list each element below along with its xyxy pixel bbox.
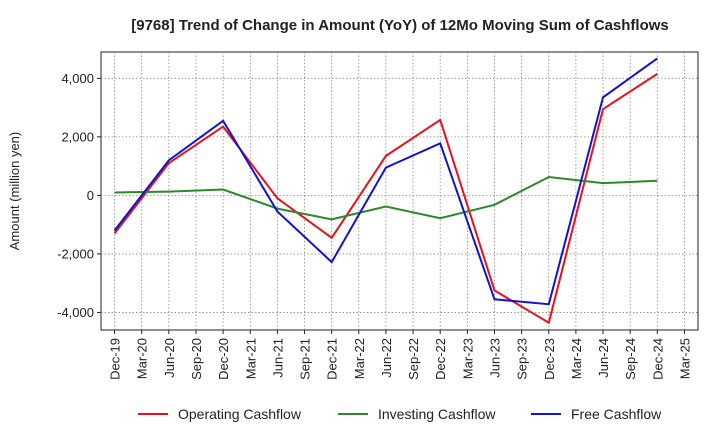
x-tick-label: Mar-20 [135, 338, 150, 379]
x-tick-label: Dec-20 [216, 338, 231, 380]
x-tick-label: Mar-25 [677, 338, 692, 379]
x-tick-label: Jun-23 [487, 338, 502, 378]
legend-label: Investing Cashflow [378, 406, 496, 422]
x-tick-label: Mar-24 [569, 338, 584, 379]
y-tick-label: -4,000 [57, 305, 94, 320]
x-tick-label: Sep-23 [515, 338, 530, 380]
x-tick-label: Dec-23 [542, 338, 557, 380]
x-tick-label: Sep-22 [406, 338, 421, 380]
x-tick-label: Mar-21 [243, 338, 258, 379]
x-tick-label: Mar-23 [460, 338, 475, 379]
x-axis-ticks: Dec-19 Mar-20 Jun-20 Sep-20 Dec-20 Mar-21 Jun-… [108, 330, 692, 380]
chart-title: [9768] Trend of Change in Amount (YoY) o… [131, 17, 669, 34]
legend-item: Free Cashflow [531, 406, 662, 422]
x-tick-label: Dec-21 [325, 338, 340, 380]
y-tick-label: 0 [87, 188, 94, 203]
x-tick-label: Jun-20 [162, 338, 177, 378]
y-axis-label: Amount (million yen) [7, 132, 22, 251]
x-tick-label: Dec-24 [650, 338, 665, 380]
y-tick-label: -2,000 [57, 246, 94, 261]
series-lines [113, 57, 658, 325]
x-tick-label: Sep-21 [298, 338, 313, 380]
x-tick-label: Jun-24 [596, 338, 611, 378]
legend-item: Operating Cashflow [138, 406, 302, 422]
y-tick-label: 4,000 [61, 71, 94, 86]
y-axis-ticks: 4,000 2,000 0 -2,000 -4,000 [57, 71, 101, 320]
series-line-free-cashflow [113, 57, 658, 306]
y-tick-label: 2,000 [61, 129, 94, 144]
legend-item: Investing Cashflow [338, 406, 496, 422]
series-line-operating-cashflow [113, 73, 658, 325]
x-tick-label: Dec-19 [108, 338, 123, 380]
x-tick-label: Sep-24 [623, 338, 638, 380]
legend-label: Operating Cashflow [178, 406, 302, 422]
x-tick-label: Mar-22 [352, 338, 367, 379]
x-tick-label: Jun-21 [270, 338, 285, 378]
legend-label: Free Cashflow [571, 406, 662, 422]
x-tick-label: Jun-22 [379, 338, 394, 378]
grid-lines [101, 52, 698, 330]
x-tick-label: Dec-22 [433, 338, 448, 380]
series-line-investing-cashflow [114, 175, 658, 221]
legend: Operating Cashflow Investing Cashflow Free… [138, 406, 662, 422]
x-tick-label: Sep-20 [189, 338, 204, 380]
